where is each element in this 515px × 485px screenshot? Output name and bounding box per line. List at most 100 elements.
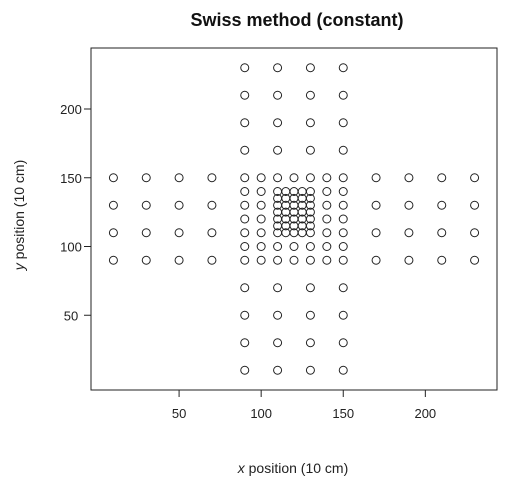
data-point (108, 255, 118, 265)
data-point (240, 283, 250, 293)
data-point (437, 200, 447, 210)
data-point (240, 214, 250, 224)
data-point (174, 173, 184, 183)
data-point (338, 338, 348, 348)
data-point (437, 173, 447, 183)
x-tick-label: 200 (414, 406, 436, 421)
data-point (273, 255, 283, 265)
data-point (273, 63, 283, 73)
data-point (273, 365, 283, 375)
x-axis-label-rest: position (10 cm) (245, 460, 348, 476)
data-point (371, 173, 381, 183)
data-point (273, 310, 283, 320)
data-point (322, 228, 332, 238)
y-axis-label-rest: position (10 cm) (11, 160, 27, 263)
chart-title: Swiss method (constant) (190, 10, 403, 30)
data-point (240, 365, 250, 375)
data-point (371, 255, 381, 265)
data-point (338, 187, 348, 196)
data-point (273, 338, 283, 348)
data-point (240, 310, 250, 320)
data-point (273, 145, 283, 155)
data-point (371, 200, 381, 210)
data-point (256, 228, 266, 238)
data-point (305, 283, 315, 293)
plot-frame (90, 47, 498, 391)
data-point (338, 255, 348, 265)
data-point (141, 200, 151, 210)
data-point (338, 310, 348, 320)
data-point (338, 63, 348, 73)
data-point (404, 173, 414, 183)
data-point (141, 255, 151, 265)
data-point (338, 145, 348, 155)
data-point (240, 173, 250, 183)
data-point (437, 228, 447, 238)
data-point (305, 365, 315, 375)
data-point (108, 173, 118, 183)
data-point (174, 255, 184, 265)
data-point (470, 173, 480, 183)
data-point (322, 187, 332, 196)
data-point (240, 90, 250, 100)
data-point (305, 193, 315, 203)
data-point (338, 242, 348, 251)
data-point (305, 173, 315, 183)
data-point (240, 187, 250, 196)
data-point (437, 255, 447, 265)
data-point (322, 200, 332, 210)
data-point (305, 338, 315, 348)
data-point (240, 338, 250, 348)
data-point (207, 200, 217, 210)
data-point (108, 228, 118, 238)
data-point (470, 200, 480, 210)
data-point (305, 145, 315, 155)
data-point (289, 173, 299, 183)
data-point (240, 63, 250, 73)
data-point (338, 200, 348, 210)
data-point (207, 228, 217, 238)
data-point (305, 214, 315, 224)
data-point (305, 63, 315, 73)
data-point (273, 118, 283, 128)
data-point (256, 187, 266, 196)
data-point (240, 255, 250, 265)
data-point (338, 214, 348, 224)
data-point (240, 200, 250, 210)
data-point (322, 255, 332, 265)
data-point (207, 173, 217, 183)
data-point (338, 90, 348, 100)
x-tick-label: 150 (332, 406, 354, 421)
data-point (141, 228, 151, 238)
y-tick-label: 100 (60, 240, 82, 255)
data-point (305, 228, 315, 238)
data-point (273, 173, 283, 183)
y-tick-label: 150 (60, 171, 82, 186)
data-point (174, 200, 184, 210)
data-point (305, 118, 315, 128)
data-point (404, 200, 414, 210)
data-point (305, 90, 315, 100)
data-point (470, 228, 480, 238)
data-point (305, 242, 315, 251)
data-point (240, 242, 250, 251)
data-point (305, 207, 315, 217)
data-point (240, 145, 250, 155)
data-point (338, 365, 348, 375)
data-point (273, 242, 283, 251)
data-point (322, 173, 332, 183)
data-point (404, 255, 414, 265)
data-point (273, 90, 283, 100)
x-axis-label-var: x (237, 460, 246, 476)
data-point (338, 283, 348, 293)
data-point (305, 255, 315, 265)
data-point (256, 214, 266, 224)
data-point (240, 228, 250, 238)
data-point (371, 228, 381, 238)
y-axis-label-var: y (11, 262, 27, 271)
x-tick-label: 50 (172, 406, 186, 421)
y-axis-label: y position (10 cm) (11, 160, 27, 271)
data-point (322, 214, 332, 224)
y-axis-ticks: 50 100 150 200 (60, 102, 91, 323)
